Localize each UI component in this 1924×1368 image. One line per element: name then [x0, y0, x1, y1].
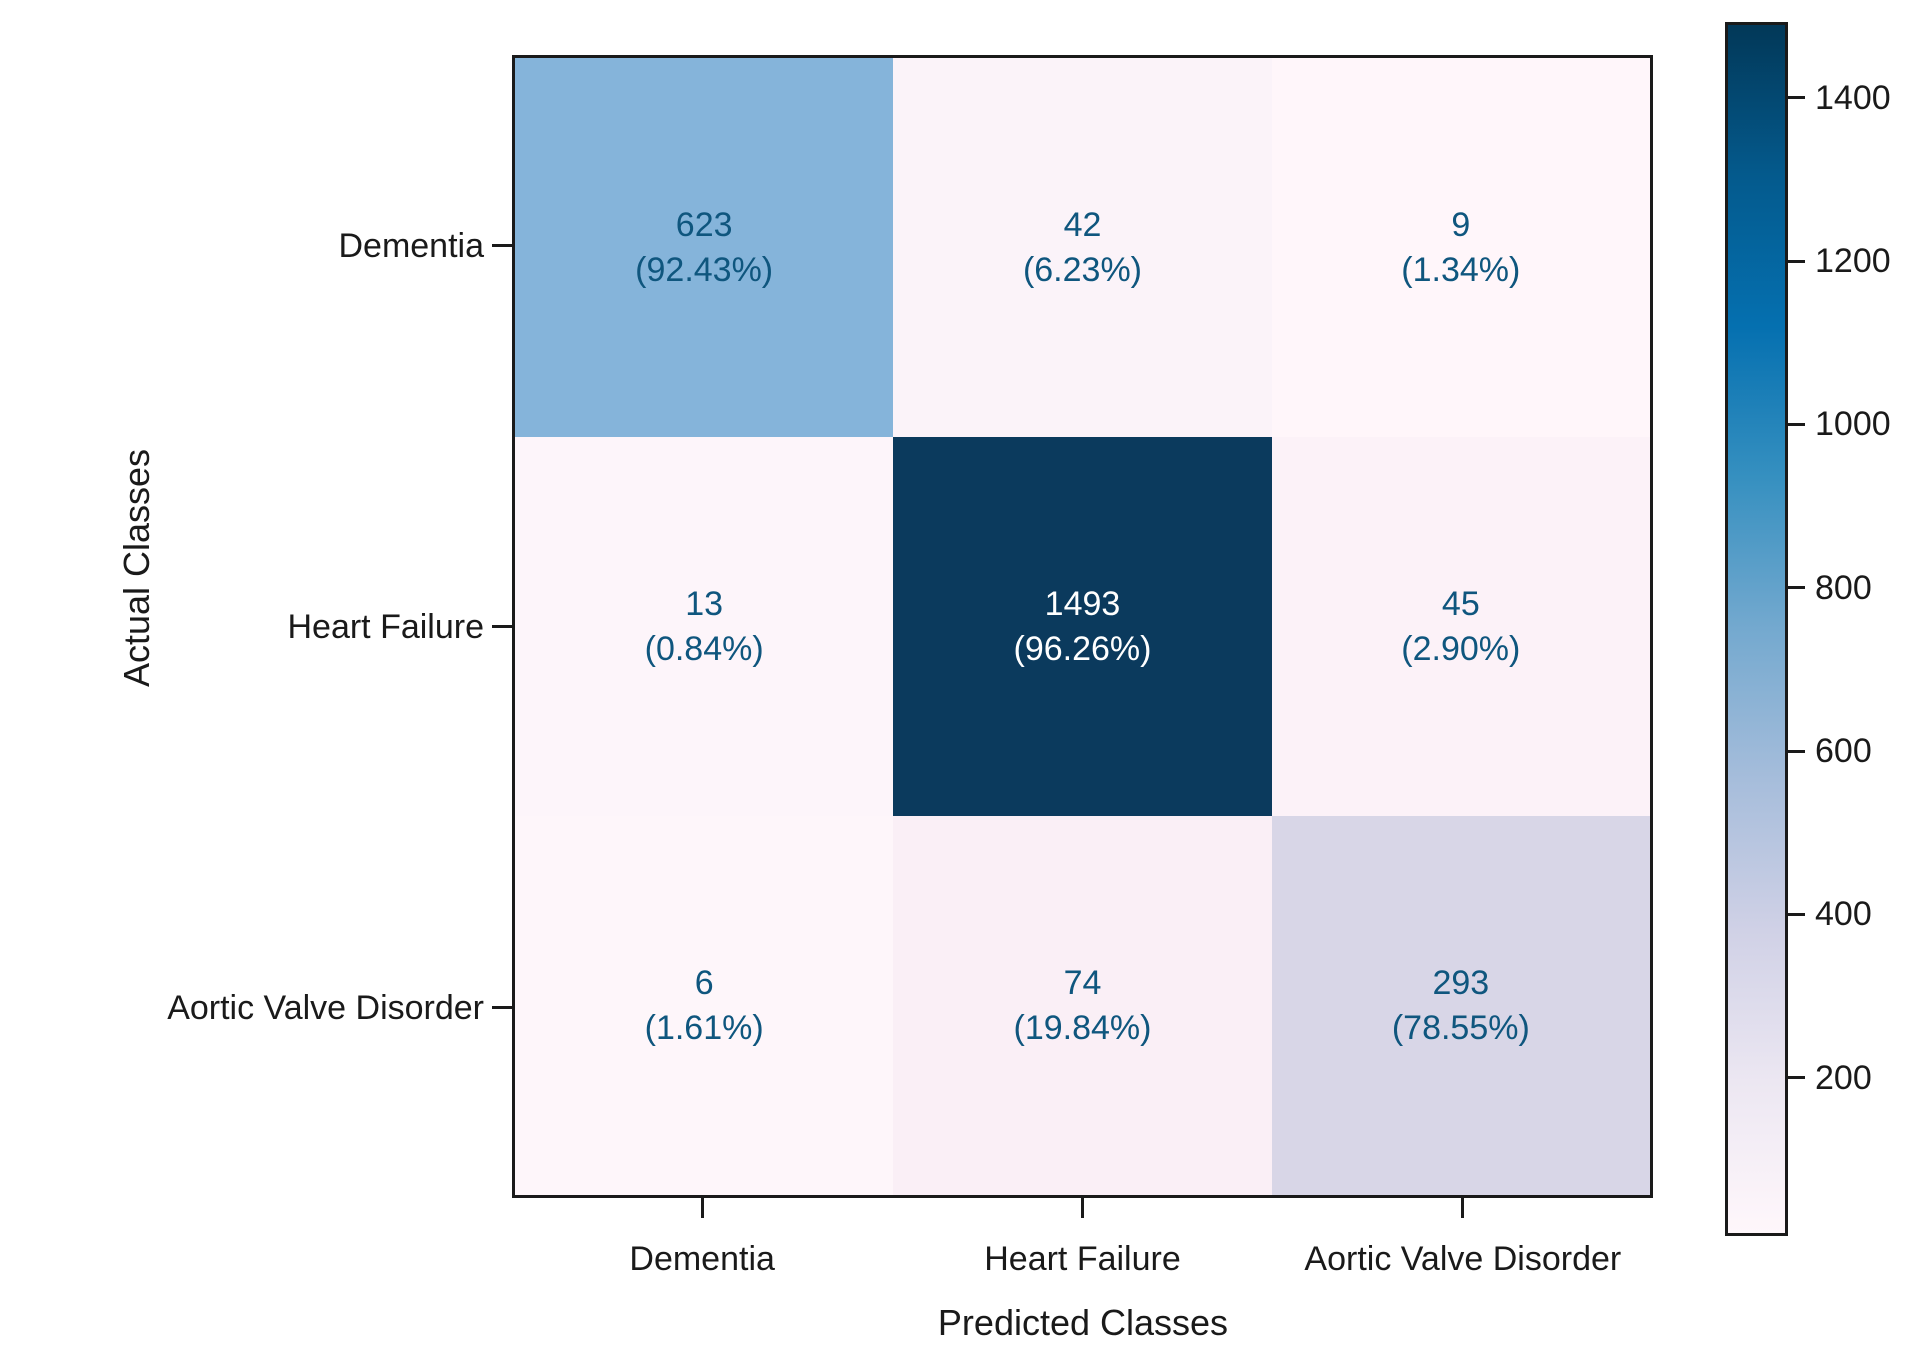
colorbar-tick-label: 1200: [1815, 242, 1891, 281]
matrix-cell: 6 (1.61%): [515, 816, 894, 1195]
cell-count: 1493: [1044, 584, 1121, 623]
cell-count: 9: [1451, 205, 1471, 244]
x-axis-tick: [1461, 1198, 1465, 1218]
y-tick-label: Aortic Valve Disorder: [167, 988, 484, 1027]
colorbar-tick: [1788, 586, 1805, 590]
matrix-cell: 13 (0.84%): [515, 437, 894, 816]
colorbar-tick: [1788, 1076, 1805, 1080]
x-axis-tick: [1081, 1198, 1084, 1218]
y-axis-title: Actual Classes: [116, 448, 158, 688]
colorbar-tick-label: 1400: [1815, 78, 1891, 117]
cell-percent: (6.23%): [1022, 250, 1143, 289]
x-tick-label: Dementia: [629, 1240, 775, 1278]
cell-percent: (0.84%): [644, 629, 764, 668]
colorbar-tick-label: 800: [1815, 568, 1872, 607]
x-axis-tick: [700, 1198, 704, 1218]
matrix-cell: 9 (1.34%): [1271, 58, 1650, 437]
x-tick-label: Aortic Valve Disorder: [1304, 1240, 1622, 1278]
colorbar-tick: [1788, 96, 1805, 100]
cell-percent: (78.55%): [1391, 1008, 1530, 1047]
y-axis-tick: [492, 1006, 512, 1009]
matrix-cell: 74 (19.84%): [893, 816, 1272, 1195]
y-axis-tick: [492, 625, 512, 628]
cell-count: 623: [675, 205, 733, 244]
y-tick-label: Heart Failure: [287, 607, 484, 646]
y-tick-label: Dementia: [338, 226, 484, 265]
cell-count: 74: [1063, 963, 1102, 1002]
cell-percent: (19.84%): [1013, 1008, 1152, 1047]
cell-percent: (1.61%): [644, 1008, 764, 1047]
colorbar-tick-label: 200: [1815, 1058, 1872, 1097]
cell-count: 13: [685, 584, 724, 623]
colorbar-tick-label: 600: [1815, 732, 1872, 771]
matrix-cell: 45 (2.90%): [1271, 437, 1650, 816]
colorbar-tick: [1788, 422, 1805, 426]
colorbar-tick-label: 1000: [1815, 405, 1891, 444]
matrix-cell: 623 (92.43%): [515, 58, 894, 437]
colorbar-tick-label: 400: [1815, 895, 1872, 934]
cell-percent: (2.90%): [1401, 629, 1521, 668]
x-tick-label: Heart Failure: [984, 1240, 1181, 1278]
y-axis-tick: [492, 244, 512, 247]
cell-count: 45: [1441, 584, 1480, 623]
colorbar-tick: [1788, 259, 1805, 263]
cell-percent: (96.26%): [1013, 629, 1152, 668]
cell-count: 6: [694, 963, 714, 1002]
cell-percent: (1.34%): [1401, 250, 1521, 289]
heatmap-plot-area: 623 (92.43%) 42 (6.23%) 9 (1.34%) 13 (0.84%) 149…: [512, 55, 1653, 1198]
cell-count: 42: [1063, 205, 1102, 244]
colorbar: [1725, 22, 1788, 1236]
x-axis-title: Predicted Classes: [937, 1302, 1229, 1343]
matrix-cell: 293 (78.55%): [1271, 816, 1650, 1195]
colorbar-tick: [1788, 749, 1805, 753]
cell-percent: (92.43%): [635, 250, 774, 289]
colorbar-tick: [1788, 912, 1805, 916]
cell-count: 293: [1432, 963, 1490, 1002]
matrix-cell: 1493 (96.26%): [893, 437, 1272, 816]
matrix-cell: 42 (6.23%): [893, 58, 1272, 437]
